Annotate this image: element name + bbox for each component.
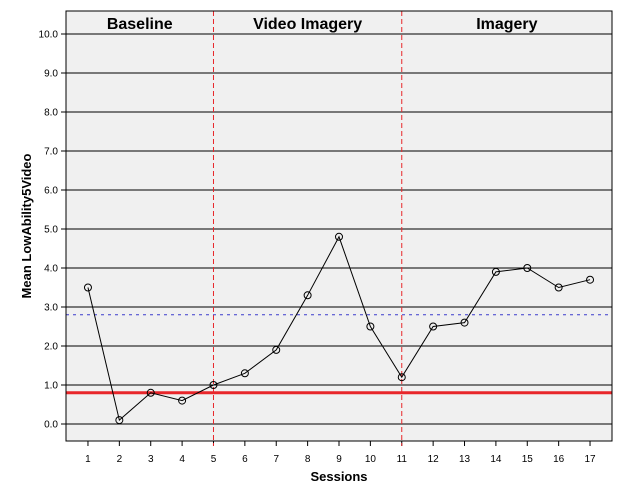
x-tick-label: 11 <box>397 454 408 465</box>
data-point <box>178 396 187 405</box>
data-point <box>491 267 500 276</box>
plot-frame <box>65 10 613 442</box>
x-tick-label: 6 <box>242 454 248 465</box>
y-tick-label: 7.0 <box>44 147 58 158</box>
x-tick-label: 2 <box>117 454 123 465</box>
data-point <box>115 416 124 425</box>
data-point <box>303 291 312 300</box>
x-tick-label: 7 <box>273 454 279 465</box>
data-point <box>554 283 563 292</box>
data-point <box>523 264 532 272</box>
x-tick-label: 9 <box>336 454 342 465</box>
data-point <box>272 345 281 354</box>
grid-lines <box>66 33 612 425</box>
y-tick-label: 2.0 <box>44 342 58 353</box>
x-tick-label: 17 <box>584 454 596 465</box>
x-tick-label: 13 <box>459 454 471 465</box>
x-axis: 1 2 3 4 5 6 7 8 9 10 11 12 13 14 15 16 17 <box>85 441 596 465</box>
data-point <box>240 369 249 378</box>
data-point <box>83 283 92 292</box>
plot-area <box>66 11 612 441</box>
data-point <box>460 318 469 327</box>
data-series <box>83 232 595 425</box>
x-tick-label: 1 <box>85 454 91 465</box>
data-point <box>366 322 375 331</box>
y-tick-label: 3.0 <box>44 303 58 314</box>
phase-label: Video Imagery <box>253 16 362 33</box>
x-tick-label: 8 <box>305 454 311 465</box>
y-tick-label: 9.0 <box>44 69 58 80</box>
x-tick-label: 3 <box>148 454 154 465</box>
data-point <box>209 381 218 389</box>
y-tick-label: 4.0 <box>44 264 58 275</box>
x-tick-label: 4 <box>179 454 185 465</box>
data-point <box>429 322 438 331</box>
y-tick-label: 6.0 <box>44 186 58 197</box>
phase-label: Baseline <box>107 16 173 33</box>
x-tick-label: 15 <box>522 454 534 465</box>
y-axis: 0.0 1.0 2.0 3.0 4.0 5.0 6.0 7.0 8.0 9.0 10.0 <box>39 30 66 431</box>
y-tick-label: 5.0 <box>44 225 58 236</box>
y-tick-label: 10.0 <box>39 30 59 41</box>
x-tick-label: 16 <box>553 454 565 465</box>
x-tick-label: 5 <box>211 454 217 465</box>
data-point <box>397 373 406 382</box>
phase-labels: Baseline Video Imagery Imagery <box>107 16 538 33</box>
data-point <box>335 232 343 241</box>
series-line <box>87 235 591 422</box>
x-tick-label: 10 <box>365 454 377 465</box>
x-axis-label: Sessions <box>310 469 367 484</box>
x-tick-label: 12 <box>428 454 440 465</box>
data-point <box>586 275 595 284</box>
y-tick-label: 0.0 <box>44 420 58 431</box>
y-tick-label: 8.0 <box>44 108 58 119</box>
y-tick-label: 1.0 <box>44 381 58 392</box>
y-axis-label: Mean LowAbility5Video <box>19 153 34 298</box>
data-point <box>146 388 155 397</box>
reference-lines <box>66 314 612 395</box>
x-tick-label: 14 <box>490 454 502 465</box>
phase-label: Imagery <box>476 16 537 33</box>
